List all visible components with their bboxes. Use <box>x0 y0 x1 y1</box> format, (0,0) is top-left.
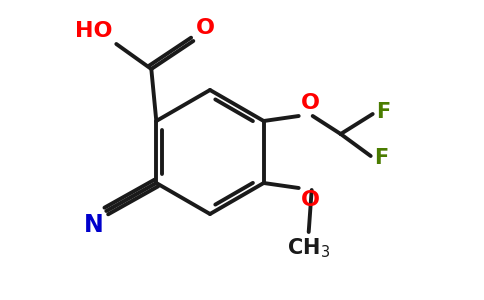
Text: O: O <box>197 18 215 38</box>
Text: HO: HO <box>75 21 112 41</box>
Text: O: O <box>301 190 320 210</box>
Text: N: N <box>84 213 103 237</box>
Text: F: F <box>376 102 390 122</box>
Text: CH$_3$: CH$_3$ <box>287 236 330 260</box>
Text: F: F <box>374 148 388 168</box>
Text: O: O <box>301 93 320 113</box>
